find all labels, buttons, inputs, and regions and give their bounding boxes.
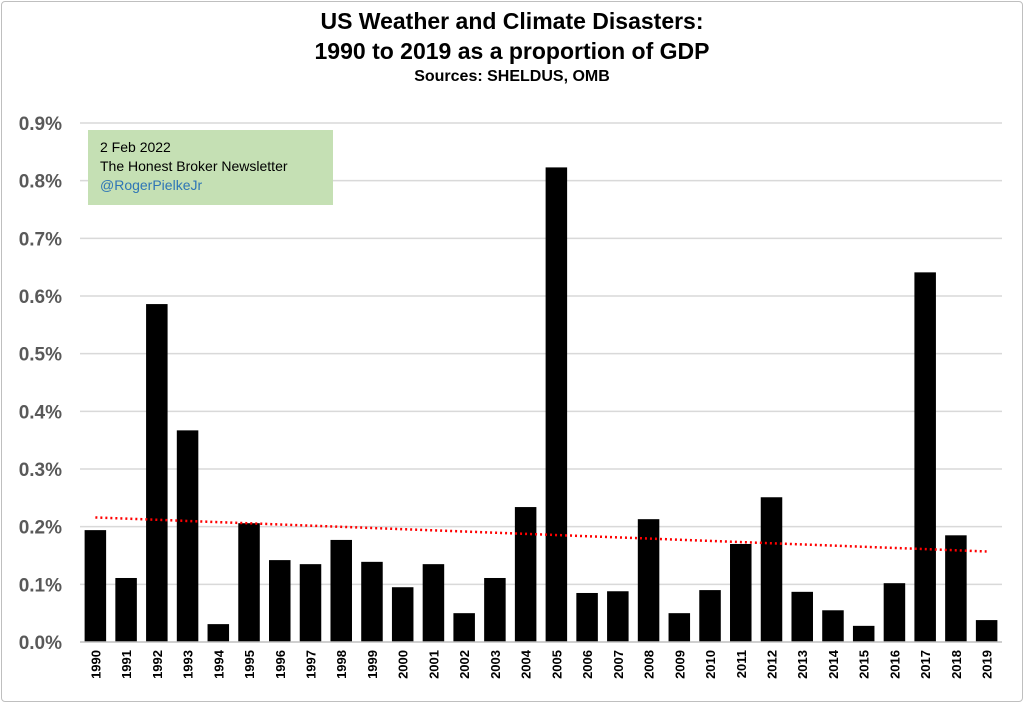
- bar-2009: [668, 613, 691, 642]
- y-tick-label: 0.7%: [19, 229, 62, 250]
- x-tick-label: 1996: [273, 650, 288, 679]
- y-tick-label: 0.3%: [19, 460, 62, 481]
- y-tick-label: 0.5%: [19, 345, 62, 366]
- x-tick-label: 2011: [734, 650, 749, 678]
- bar-1997: [299, 564, 322, 642]
- x-tick-label: 2014: [826, 649, 841, 679]
- bar-1999: [361, 561, 383, 642]
- x-tick-label: 2000: [396, 650, 411, 679]
- y-tick-label: 0.6%: [19, 287, 62, 308]
- bar-2019: [975, 620, 998, 642]
- y-tick-label: 0.8%: [19, 172, 62, 193]
- x-tick-label: 2010: [703, 650, 718, 679]
- x-tick-label: 2016: [887, 650, 902, 679]
- x-tick-label: 2019: [980, 650, 995, 679]
- x-tick-label: 1993: [181, 650, 196, 679]
- bar-1998: [330, 539, 352, 642]
- bar-1995: [238, 523, 260, 642]
- x-tick-label: 2004: [519, 649, 534, 679]
- bar-2007: [607, 591, 629, 642]
- x-tick-label: 2015: [857, 650, 872, 679]
- x-tick-label: 2006: [580, 650, 595, 679]
- bar-2013: [791, 591, 813, 642]
- bar-1991: [115, 577, 137, 642]
- x-tick-label: 2001: [426, 650, 441, 679]
- y-tick-label: 0.2%: [19, 518, 62, 539]
- chart-subtitle: Sources: SHELDUS, OMB: [414, 68, 610, 85]
- x-tick-label: 1995: [242, 650, 257, 679]
- annotation-date: 2 Feb 2022: [100, 139, 171, 155]
- bar-2008: [637, 519, 660, 642]
- x-tick-label: 2008: [642, 650, 657, 679]
- bar-2005: [545, 167, 568, 643]
- x-tick-label: 1991: [119, 650, 134, 679]
- chart-title-line2: 1990 to 2019 as a proportion of GDP: [314, 38, 710, 64]
- bar-1990: [84, 530, 107, 642]
- trendline: [95, 516, 987, 553]
- bar-2010: [699, 590, 721, 642]
- y-tick-label: 0.0%: [19, 633, 62, 654]
- x-tick-label: 2002: [457, 650, 472, 679]
- y-tick-label: 0.1%: [19, 575, 62, 596]
- bar-2001: [422, 564, 445, 642]
- x-tick-label: 2005: [549, 650, 564, 679]
- bar-2015: [852, 625, 875, 642]
- bar-2017: [914, 272, 936, 642]
- x-tick-label: 1998: [334, 650, 349, 679]
- bar-2016: [883, 583, 906, 642]
- bar-2006: [576, 592, 598, 642]
- x-tick-label: 2018: [949, 650, 964, 679]
- x-tick-label: 1990: [88, 650, 103, 679]
- bar-2000: [391, 587, 414, 642]
- x-tick-label: 2017: [918, 650, 933, 679]
- bar-2014: [822, 610, 844, 642]
- chart-title: US Weather and Climate Disasters:: [320, 8, 704, 34]
- bar-2018: [945, 535, 967, 642]
- bar-1992: [146, 304, 168, 642]
- bar-2002: [453, 613, 475, 642]
- x-tick-label: 2013: [795, 650, 810, 679]
- bar-1996: [269, 560, 291, 642]
- x-tick-label: 1994: [211, 649, 226, 679]
- bar-2003: [484, 577, 506, 642]
- annotation-box: 2 Feb 2022 The Honest Broker Newsletter …: [88, 130, 333, 205]
- x-tick-label: 1999: [365, 650, 380, 679]
- bar-2004: [514, 507, 537, 642]
- x-tick-label: 2007: [611, 650, 626, 679]
- x-tick-label: 1992: [150, 650, 165, 679]
- bar-1994: [207, 624, 230, 642]
- bar-2011: [730, 543, 752, 642]
- y-tick-label: 0.4%: [19, 402, 62, 423]
- x-tick-label: 1997: [304, 650, 319, 679]
- x-tick-label: 2009: [672, 650, 687, 679]
- x-tick-label: 2012: [765, 650, 780, 679]
- bar-2012: [760, 497, 783, 642]
- annotation-handle[interactable]: @RogerPielkeJr: [100, 177, 203, 193]
- annotation-source: The Honest Broker Newsletter: [100, 158, 288, 174]
- bar-1993: [176, 430, 199, 642]
- x-tick-label: 2003: [488, 650, 503, 679]
- y-tick-label: 0.9%: [19, 114, 62, 135]
